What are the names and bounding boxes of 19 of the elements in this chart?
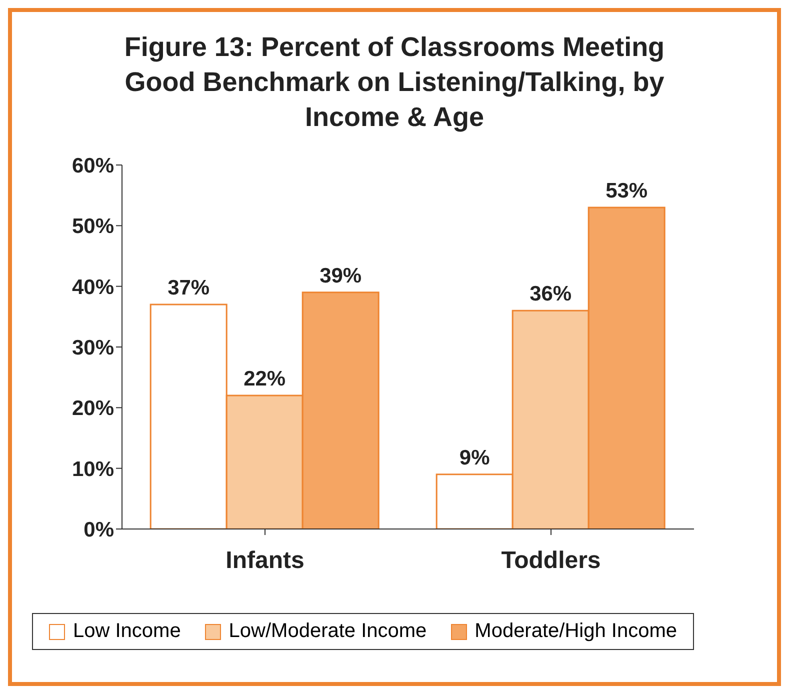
y-tick-label: 10% — [72, 458, 114, 481]
chart-title: Figure 13: Percent of Classrooms Meeting Good Benchmark on Listening/Talking, by Income & Age — [123, 31, 666, 134]
y-tick-label: 30% — [72, 336, 114, 360]
data-label: 39% — [320, 264, 362, 288]
data-label: 53% — [606, 179, 648, 202]
y-tick-label: 50% — [72, 215, 114, 238]
legend-label: Low Income — [72, 620, 181, 643]
x-tick-label: Infants — [226, 547, 304, 574]
legend-label: Low/Moderate Income — [228, 620, 427, 643]
x-tick-label: Toddlers — [501, 547, 601, 574]
data-label: 9% — [459, 446, 490, 470]
y-tick-label: 60% — [72, 154, 114, 178]
data-label: 37% — [168, 276, 210, 300]
data-label: 36% — [530, 282, 572, 306]
y-tick-label: 20% — [72, 397, 114, 420]
legend-label: Moderate/High Income — [474, 620, 677, 643]
y-tick-label: 0% — [84, 518, 114, 542]
y-tick-label: 40% — [72, 276, 114, 299]
data-label: 22% — [244, 368, 286, 391]
